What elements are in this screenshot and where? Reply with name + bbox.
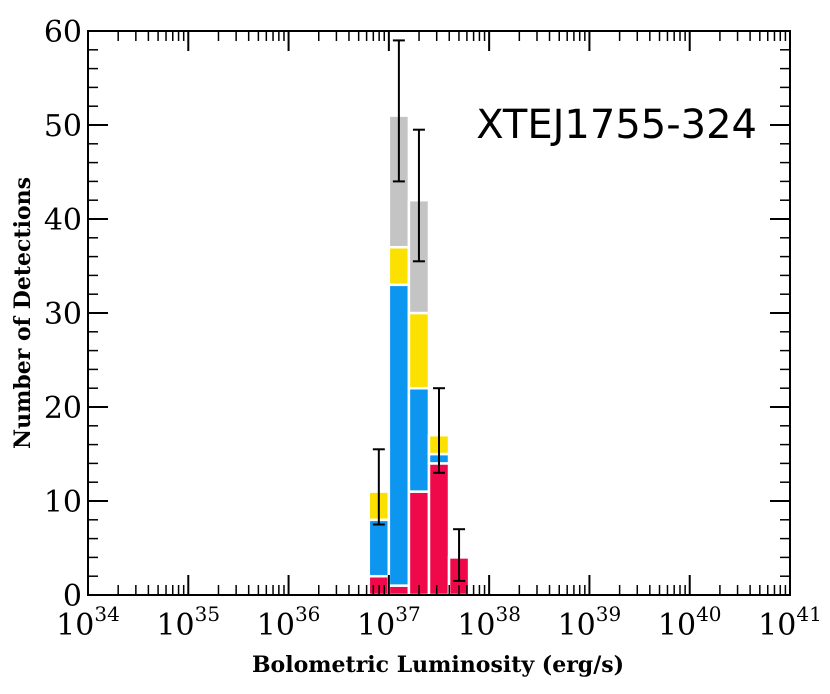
labels-layer: 0 10 20 30 40 50 60 1034 1035 1036 1037 1038 1039 104…: [44, 15, 822, 643]
bar-segment: [387, 283, 411, 587]
y-tick-label: 40: [44, 203, 82, 238]
y-tick-label: 10: [44, 485, 82, 520]
x-tick-label: 1041: [758, 602, 822, 643]
x-tick-label: 1037: [357, 602, 421, 643]
x-axis-title: Bolometric Luminosity (erg/s): [252, 652, 624, 678]
x-tick-label: 1035: [156, 602, 220, 643]
y-tick-label: 0: [63, 579, 82, 614]
y-tick-label: 30: [44, 297, 82, 332]
x-tick-label: 1034: [56, 602, 120, 643]
x-tick-label: 1036: [257, 602, 321, 643]
x-tick-label: 1039: [558, 602, 622, 643]
error-bars-layer: [372, 39, 466, 582]
x-tick-label: 1038: [457, 602, 521, 643]
y-tick-label: 50: [44, 109, 82, 144]
bar-segment: [407, 490, 431, 597]
y-axis-title: Number of Detections: [10, 177, 36, 449]
bar-segment: [387, 584, 411, 597]
y-tick-label: 20: [44, 391, 82, 426]
bar-segment: [427, 462, 451, 597]
x-tick-label: 1040: [658, 602, 722, 643]
y-tick-label: 60: [44, 15, 82, 50]
bar-segment: [367, 518, 391, 578]
bar-segment: [407, 311, 431, 390]
bar-segment: [387, 245, 411, 287]
bar-segment: [407, 386, 431, 493]
axes-layer: [87, 30, 791, 596]
plot-annotation: XTEJ1755-324: [476, 102, 757, 148]
